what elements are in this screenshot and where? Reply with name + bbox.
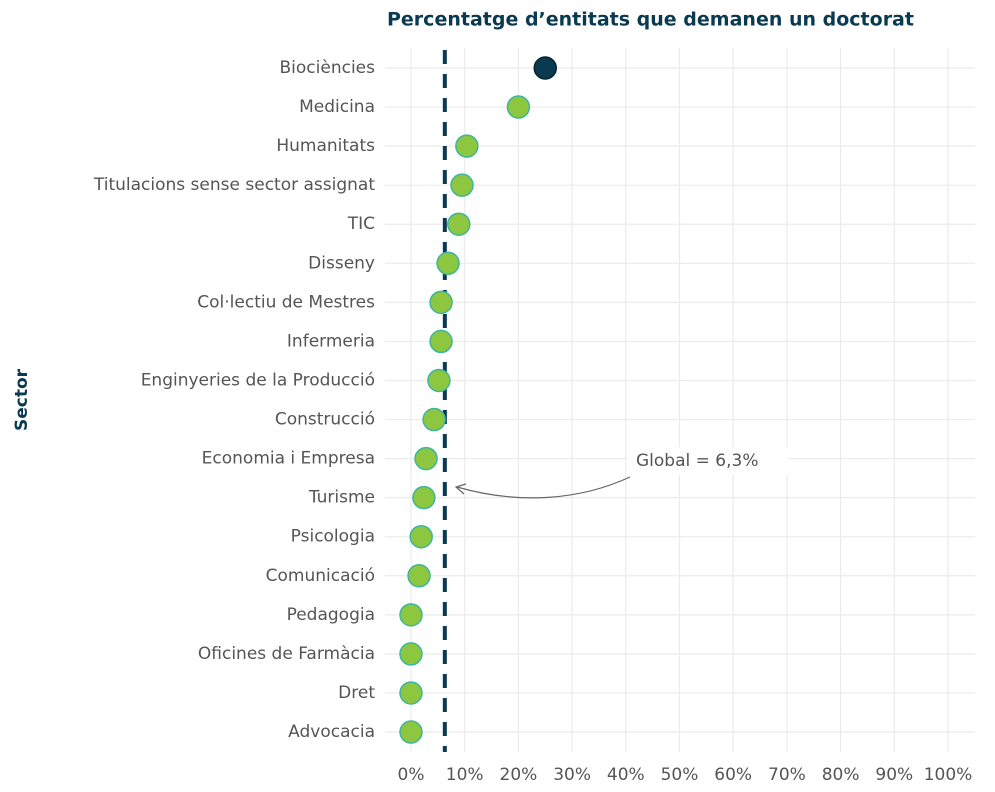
dot <box>533 56 557 80</box>
dot <box>436 251 460 276</box>
dot <box>399 603 423 627</box>
dot <box>427 368 451 393</box>
y-tick-label: Humanitats <box>276 136 375 156</box>
y-tick-label: Advocacia <box>288 722 375 742</box>
x-tick-label: 50% <box>661 765 699 785</box>
y-tick-label: Disseny <box>308 253 375 273</box>
dot <box>399 681 423 705</box>
y-tick-label: Psicologia <box>291 527 375 547</box>
y-tick-label: Oficines de Farmàcia <box>198 644 375 664</box>
dot <box>399 642 423 666</box>
y-tick-label: Turisme <box>308 488 375 508</box>
annotation: Global = 6,3% <box>636 451 758 471</box>
y-tick-label: Dret <box>338 683 375 703</box>
x-tick-label: 70% <box>768 765 806 785</box>
dot <box>447 212 471 236</box>
dot <box>506 95 531 119</box>
y-tick-label: Comunicació <box>266 566 375 586</box>
y-axis-label: Sector <box>12 368 32 431</box>
dot <box>407 564 431 588</box>
dot <box>422 407 446 432</box>
y-tick-label: Medicina <box>299 97 375 117</box>
y-tick-label: TIC <box>347 214 375 234</box>
annotation-bg <box>628 447 788 475</box>
x-tick-label: 100% <box>924 765 973 785</box>
chart-title: Percentatge d’entitats que demanen un do… <box>387 9 914 31</box>
dot <box>414 446 438 471</box>
y-tick-label: Biociències <box>280 58 376 78</box>
x-tick-label: 20% <box>500 765 538 785</box>
y-tick-label: Col·lectiu de Mestres <box>197 292 375 312</box>
dot <box>450 173 474 197</box>
x-tick-label: 0% <box>398 765 425 785</box>
annotation-arrow <box>456 476 631 499</box>
y-tick-label: Titulacions sense sector assignat <box>93 175 375 195</box>
dot <box>455 134 479 158</box>
y-tick-label: Construcció <box>275 410 375 430</box>
x-tick-label: 10% <box>446 765 484 785</box>
dot <box>412 485 436 510</box>
x-tick-label: 90% <box>875 765 913 785</box>
x-tick-label: 30% <box>553 765 591 785</box>
x-tick-label: 80% <box>822 765 860 785</box>
dot <box>429 329 453 354</box>
y-tick-label: Infermeria <box>287 331 375 351</box>
dot <box>409 524 433 549</box>
annotation-arrowhead <box>454 483 467 495</box>
x-tick-label: 60% <box>714 765 752 785</box>
x-tick-label: 40% <box>607 765 645 785</box>
y-tick-label: Economia i Empresa <box>202 449 375 469</box>
y-tick-label: Pedagogia <box>287 605 375 625</box>
dot <box>429 290 453 315</box>
dot <box>399 720 423 744</box>
y-tick-label: Enginyeries de la Producció <box>141 370 375 390</box>
